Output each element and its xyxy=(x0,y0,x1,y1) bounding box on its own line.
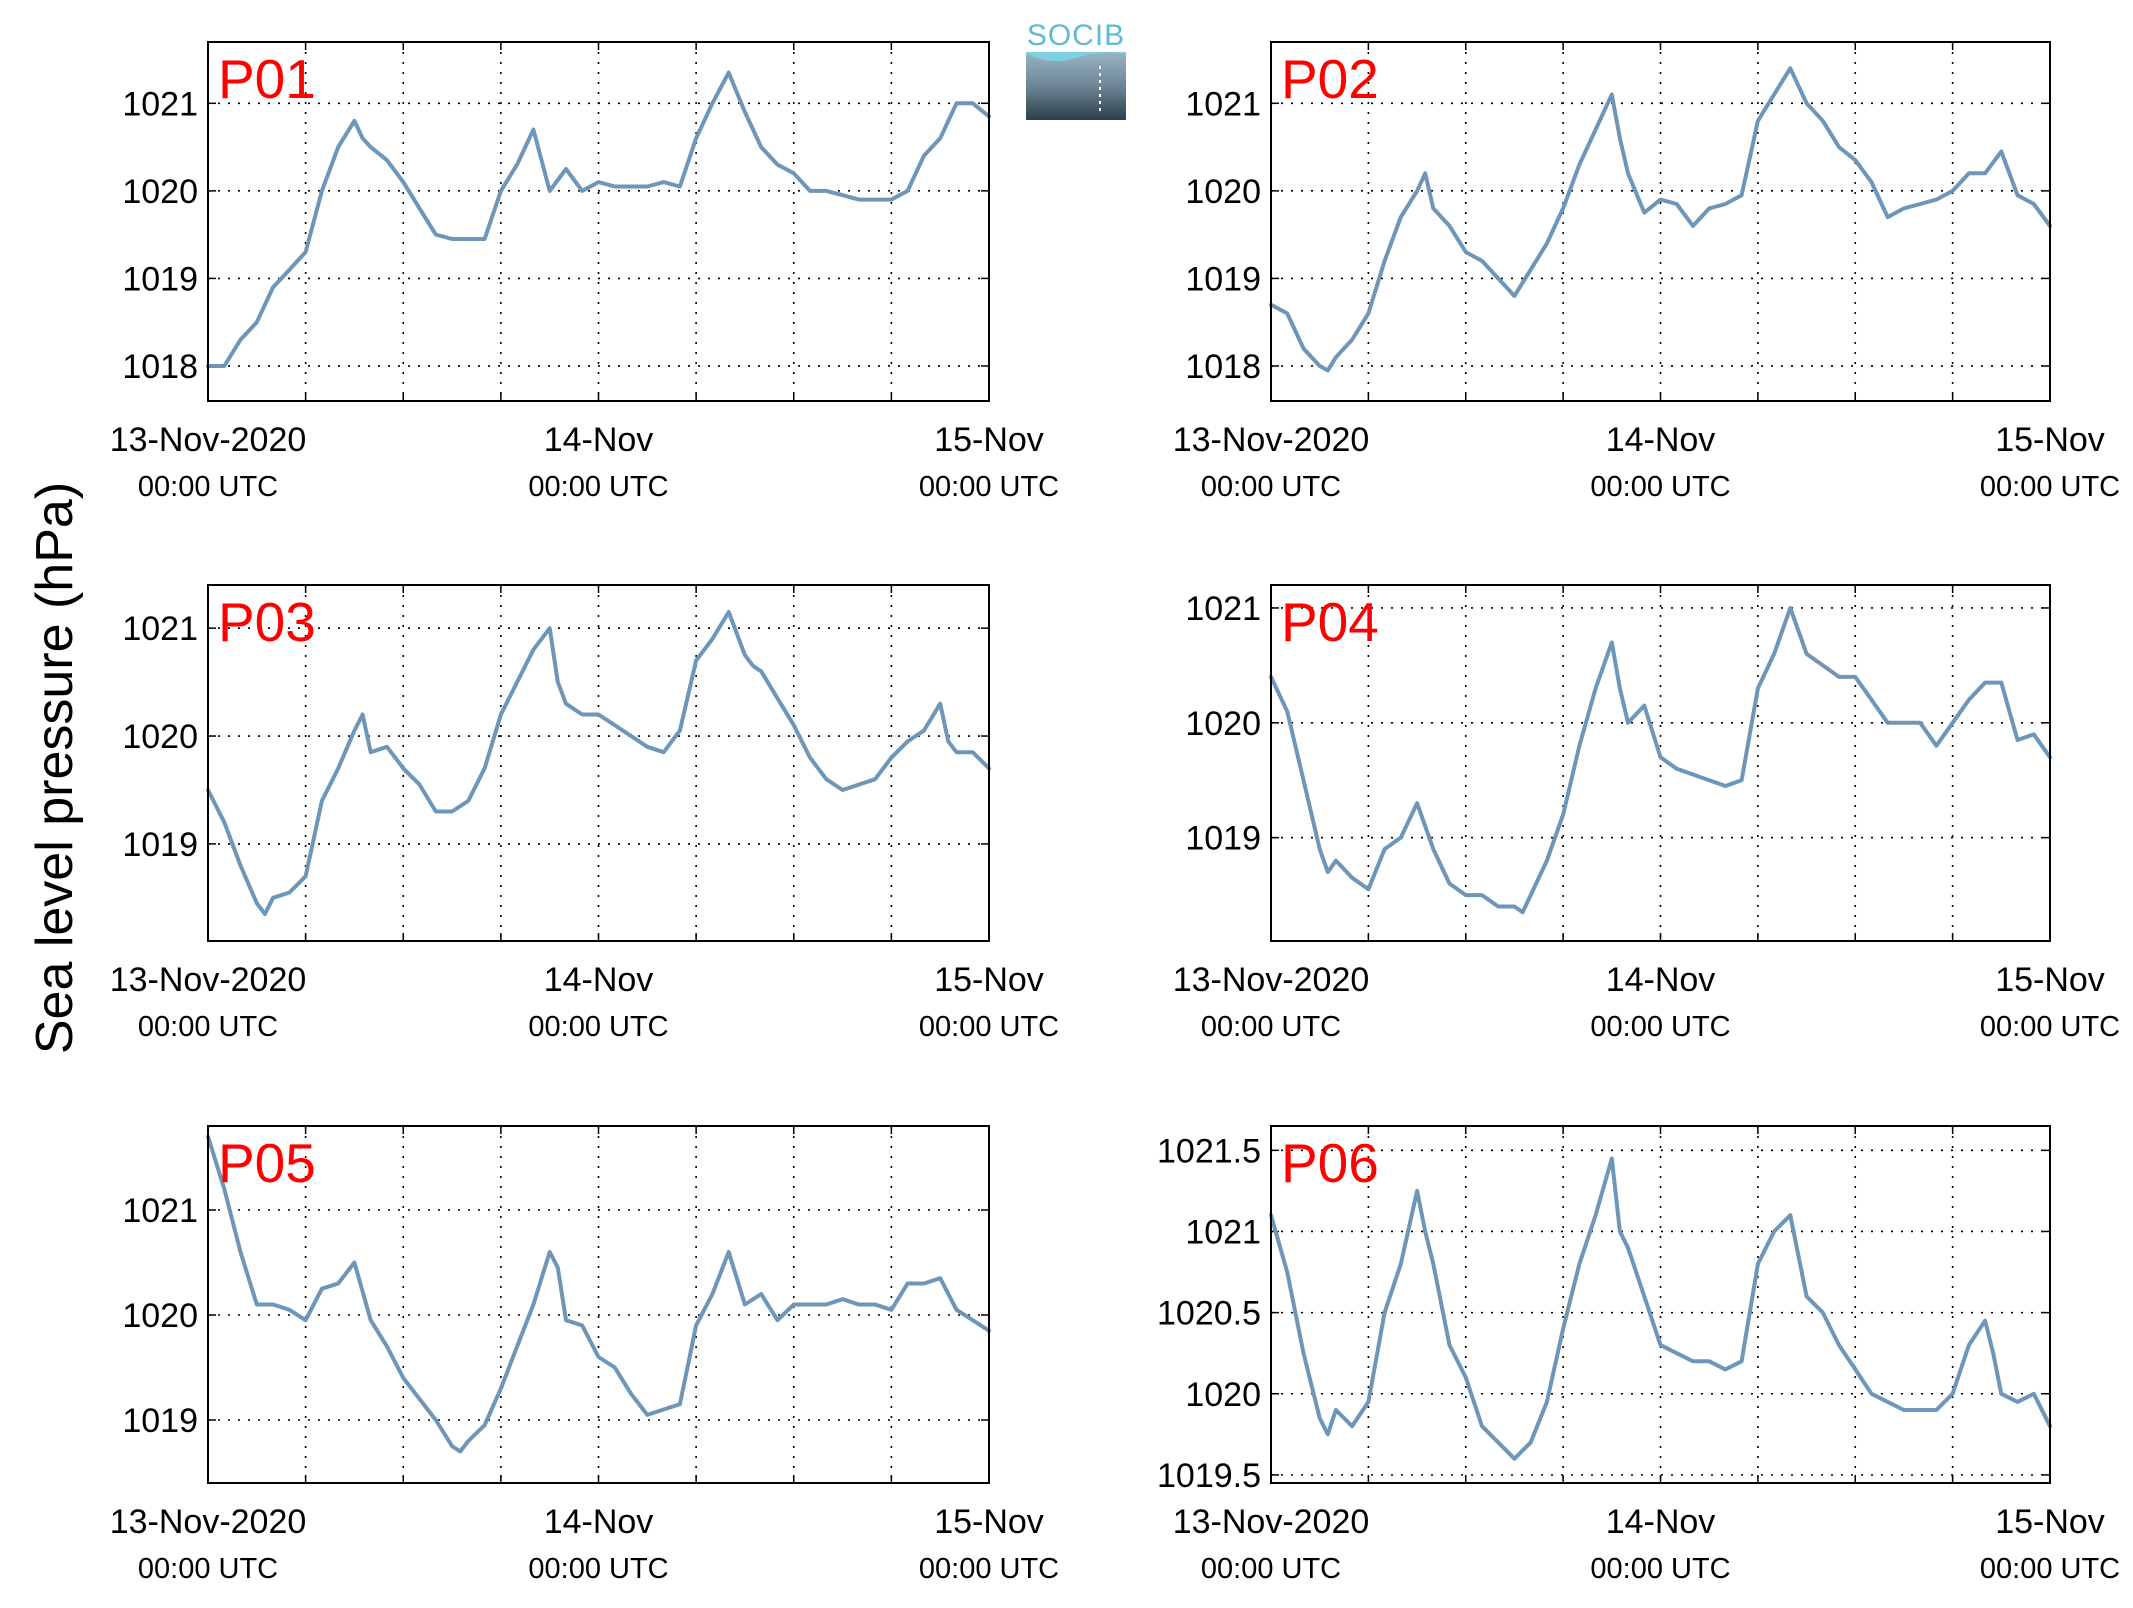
y-tick-label: 1020 xyxy=(122,1297,198,1335)
y-tick-label: 1021 xyxy=(122,610,198,648)
y-axis-label: Sea level pressure (hPa) xyxy=(26,482,84,1054)
x-tick-time: 00:00 UTC xyxy=(138,1011,278,1043)
x-tick-date: 13-Nov-2020 xyxy=(1173,1503,1370,1541)
x-tick-date: 13-Nov-2020 xyxy=(1173,421,1370,459)
x-tick-date: 13-Nov-2020 xyxy=(110,1503,307,1541)
y-tick-label: 1020 xyxy=(122,718,198,756)
x-tick-date: 15-Nov xyxy=(1995,961,2105,999)
x-tick-date: 14-Nov xyxy=(1606,961,1716,999)
panel-label: P04 xyxy=(1281,591,1379,653)
x-tick-time: 00:00 UTC xyxy=(528,471,668,503)
x-tick-date: 15-Nov xyxy=(934,421,1044,459)
x-tick-time: 00:00 UTC xyxy=(919,1011,1059,1043)
x-tick-time: 00:00 UTC xyxy=(1201,471,1341,503)
y-tick-label: 1021 xyxy=(1185,85,1261,123)
panel-label: P03 xyxy=(218,591,316,653)
y-tick-label: 1019 xyxy=(1185,820,1261,858)
panels: 1018 1019 1020 1021 13-Nov-2020 00:00 UTC 14-N… xyxy=(110,41,2120,1585)
series-line xyxy=(1269,1156,2052,1461)
x-tick-time: 00:00 UTC xyxy=(1590,1011,1730,1043)
x-tick-time: 00:00 UTC xyxy=(1980,1011,2120,1043)
logo-wave xyxy=(1026,52,1126,62)
x-tick-date: 13-Nov-2020 xyxy=(1173,961,1370,999)
plot-frame xyxy=(1270,584,2051,942)
panel-label: P06 xyxy=(1281,1132,1379,1194)
panel-p05: 1019 1020 1021 13-Nov-2020 00:00 UTC 14-Nov 00… xyxy=(110,1125,1059,1585)
y-tick-label: 1018 xyxy=(122,348,198,386)
x-tick-date: 15-Nov xyxy=(1995,1503,2105,1541)
panel-label: P05 xyxy=(218,1132,316,1194)
x-tick-date: 14-Nov xyxy=(1606,421,1716,459)
y-tick-label: 1021 xyxy=(122,85,198,123)
plot-frame xyxy=(207,1125,990,1484)
y-tick-label: 1020 xyxy=(1185,1376,1261,1414)
plot-frame xyxy=(1270,1125,2051,1484)
panel-p06: 1019.5 1020 1020.5 1021 1021.5 13-Nov-2020 00:… xyxy=(1157,1125,2120,1585)
panel-p04: 1019 1020 1021 13-Nov-2020 00:00 UTC 14-Nov 00… xyxy=(1173,584,2120,1043)
plot-frame xyxy=(1270,41,2051,402)
series-line xyxy=(206,1134,991,1454)
series-line xyxy=(1269,606,2052,915)
y-tick-label: 1019 xyxy=(1185,260,1261,298)
y-tick-label: 1019.5 xyxy=(1157,1457,1261,1495)
y-tick-label: 1020 xyxy=(122,173,198,211)
x-tick-time: 00:00 UTC xyxy=(528,1553,668,1585)
plot-area xyxy=(208,42,989,401)
x-tick-time: 00:00 UTC xyxy=(1201,1011,1341,1043)
panel-p02: 1018 1019 1020 1021 13-Nov-2020 00:00 UTC 14-N… xyxy=(1173,41,2120,503)
logo-block xyxy=(1026,52,1126,120)
x-tick-date: 14-Nov xyxy=(544,421,654,459)
x-tick-date: 15-Nov xyxy=(1995,421,2105,459)
plot-area xyxy=(208,585,989,941)
x-tick-time: 00:00 UTC xyxy=(919,471,1059,503)
x-tick-date: 15-Nov xyxy=(934,1503,1044,1541)
x-tick-time: 00:00 UTC xyxy=(1980,471,2120,503)
x-tick-date: 14-Nov xyxy=(544,961,654,999)
x-tick-date: 13-Nov-2020 xyxy=(110,961,307,999)
logo-text: SOCIB xyxy=(1027,19,1125,52)
y-tick-label: 1019 xyxy=(122,826,198,864)
y-tick-label: 1019 xyxy=(122,260,198,298)
panel-label: P02 xyxy=(1281,48,1379,110)
x-tick-time: 00:00 UTC xyxy=(138,471,278,503)
panel-p03: 1019 1020 1021 13-Nov-2020 00:00 UTC 14-Nov 00… xyxy=(110,584,1059,1043)
x-tick-date: 13-Nov-2020 xyxy=(110,421,307,459)
x-tick-time: 00:00 UTC xyxy=(1590,471,1730,503)
series-line xyxy=(206,70,991,368)
series-line xyxy=(1269,66,2052,373)
y-tick-label: 1020.5 xyxy=(1157,1295,1261,1333)
x-tick-time: 00:00 UTC xyxy=(919,1553,1059,1585)
x-tick-time: 00:00 UTC xyxy=(1590,1553,1730,1585)
plot-frame xyxy=(207,41,990,402)
y-tick-label: 1021.5 xyxy=(1157,1132,1261,1170)
y-tick-label: 1018 xyxy=(1185,348,1261,386)
y-tick-label: 1020 xyxy=(1185,705,1261,743)
x-tick-time: 00:00 UTC xyxy=(138,1553,278,1585)
series-line xyxy=(206,610,991,916)
x-tick-date: 15-Nov xyxy=(934,961,1044,999)
y-tick-label: 1021 xyxy=(122,1192,198,1230)
y-tick-label: 1021 xyxy=(1185,590,1261,628)
y-tick-label: 1019 xyxy=(122,1402,198,1440)
panel-label: P01 xyxy=(218,48,316,110)
x-tick-date: 14-Nov xyxy=(1606,1503,1716,1541)
y-tick-label: 1021 xyxy=(1185,1213,1261,1251)
socib-logo: SOCIB xyxy=(1026,19,1126,120)
plot-area xyxy=(1271,585,2050,941)
x-tick-date: 14-Nov xyxy=(544,1503,654,1541)
plot-frame xyxy=(207,584,990,942)
x-tick-time: 00:00 UTC xyxy=(528,1011,668,1043)
y-tick-label: 1020 xyxy=(1185,173,1261,211)
plot-area xyxy=(1271,1126,2050,1483)
x-tick-time: 00:00 UTC xyxy=(1980,1553,2120,1585)
x-tick-time: 00:00 UTC xyxy=(1201,1553,1341,1585)
panel-p01: 1018 1019 1020 1021 13-Nov-2020 00:00 UTC 14-N… xyxy=(110,41,1059,503)
plot-area xyxy=(1271,42,2050,401)
